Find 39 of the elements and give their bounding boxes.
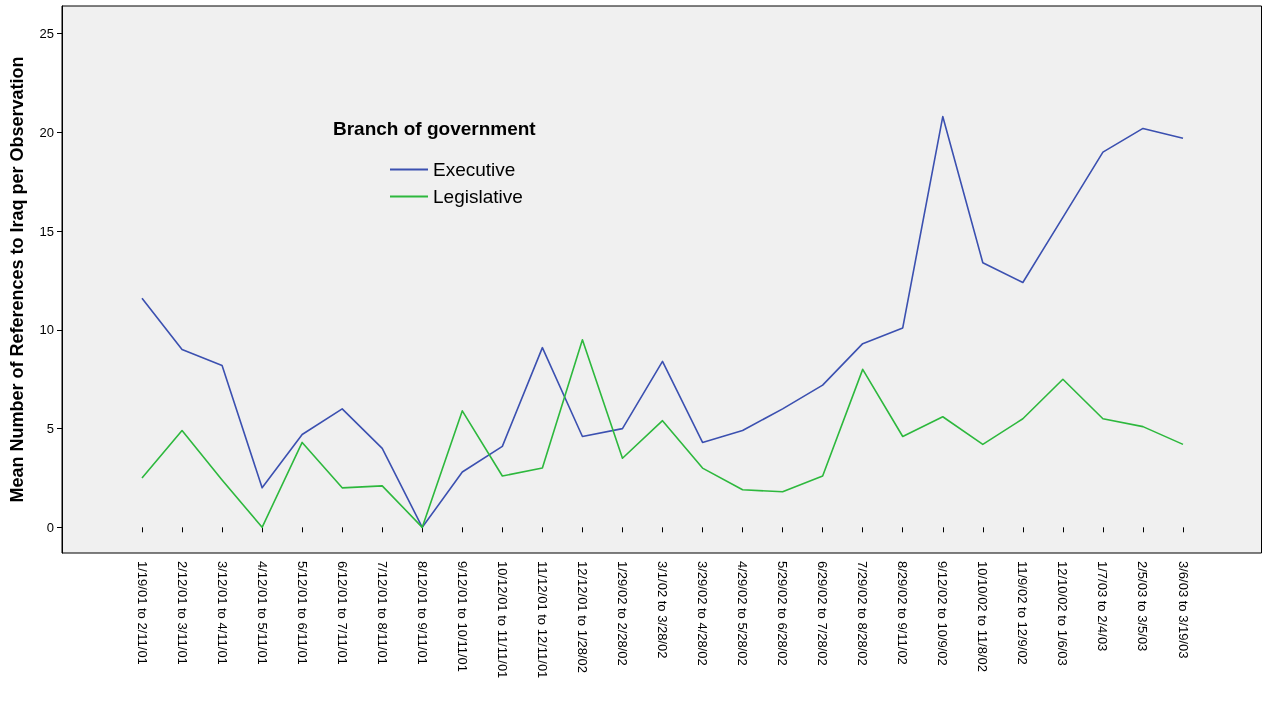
x-tick-label: 10/10/02 to 11/8/02 xyxy=(975,561,991,673)
x-tick-label: 3/6/03 to 3/19/03 xyxy=(1175,561,1191,659)
x-tick-label: 6/29/02 to 7/28/02 xyxy=(815,561,831,666)
x-tick-label: 10/12/01 to 11/11/01 xyxy=(494,561,510,679)
y-axis-title: Mean Number of References to Iraq per Observation xyxy=(7,56,27,503)
x-tick-label: 12/12/01 to 1/28/02 xyxy=(574,561,590,674)
x-tick-label: 5/29/02 to 6/28/02 xyxy=(775,561,791,666)
legend-label: Executive xyxy=(433,159,516,180)
x-tick-label: 9/12/01 to 10/11/01 xyxy=(454,561,470,673)
x-tick-label: 3/29/02 to 4/28/02 xyxy=(695,561,711,666)
x-tick-label: 8/29/02 to 9/11/02 xyxy=(895,561,911,665)
x-tick-label: 8/12/01 to 9/11/01 xyxy=(414,561,430,665)
x-tick-label: 11/9/02 to 12/9/02 xyxy=(1015,561,1031,665)
x-tick-label: 6/12/01 to 7/11/01 xyxy=(334,561,350,665)
x-tick-label: 3/1/02 to 3/28/02 xyxy=(655,561,670,659)
x-tick-label: 4/29/02 to 5/28/02 xyxy=(735,561,751,666)
x-tick-label: 9/12/02 to 10/9/02 xyxy=(935,561,951,666)
line-series xyxy=(141,115,1184,529)
y-tick-label: 5 xyxy=(46,421,54,437)
legend-title: Branch of government xyxy=(333,118,537,139)
x-tick-label: 1/19/01 to 2/11/01 xyxy=(134,561,150,665)
y-tick-label: 25 xyxy=(39,26,54,42)
legend-label: Legislative xyxy=(433,186,523,207)
x-tick-label: 1/29/02 to 2/28/02 xyxy=(614,561,630,666)
y-tick-label: 0 xyxy=(46,519,54,535)
x-tick-label: 2/5/03 to 3/5/03 xyxy=(1135,561,1151,652)
x-tick-label: 7/12/01 to 8/11/01 xyxy=(374,561,390,665)
y-tick-label: 15 xyxy=(39,223,54,239)
line-series xyxy=(141,338,1184,529)
x-tick-label: 11/12/01 to 12/11/01 xyxy=(534,561,550,679)
x-tick-label: 12/10/02 to 1/6/03 xyxy=(1055,561,1071,666)
x-tick-label: 1/7/03 to 2/4/03 xyxy=(1095,561,1111,652)
x-tick-label: 5/12/01 to 6/11/01 xyxy=(294,561,310,665)
x-tick-label: 7/29/02 to 8/28/02 xyxy=(855,561,871,666)
x-tick-label: 4/12/01 to 5/11/01 xyxy=(254,561,270,665)
x-tick-label: 2/12/01 to 3/11/01 xyxy=(174,561,190,665)
y-tick-label: 10 xyxy=(39,322,54,338)
y-tick-label: 20 xyxy=(39,124,54,140)
x-tick-label: 3/12/01 to 4/11/01 xyxy=(214,561,230,665)
